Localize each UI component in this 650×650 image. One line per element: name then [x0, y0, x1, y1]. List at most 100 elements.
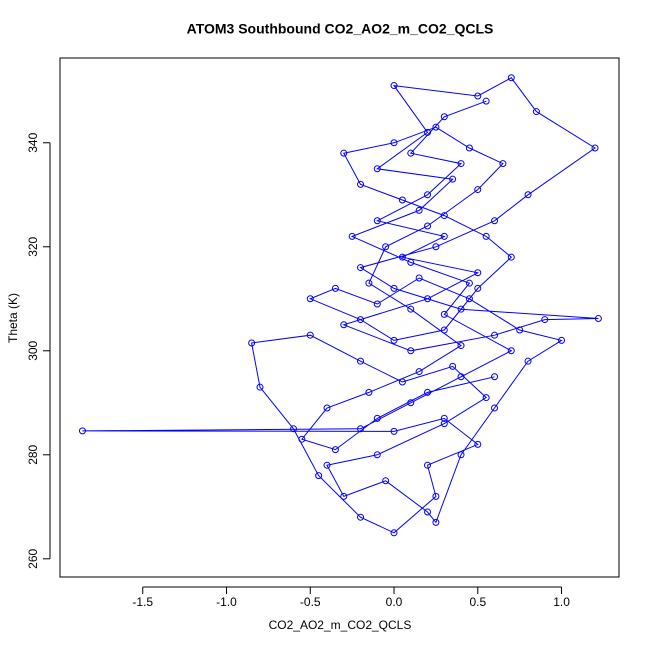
- data-point: [407, 347, 415, 355]
- data-point: [390, 529, 398, 537]
- data-point: [323, 461, 331, 469]
- data-point: [382, 477, 390, 485]
- data-point: [449, 362, 457, 370]
- data-point: [465, 279, 473, 287]
- data-point: [432, 518, 440, 526]
- data-point: [440, 326, 448, 334]
- data-point: [432, 492, 440, 500]
- data-point: [306, 295, 314, 303]
- data-point: [78, 427, 86, 435]
- data-point: [432, 123, 440, 131]
- data-point: [457, 160, 465, 168]
- data-point: [440, 414, 448, 422]
- data-point: [507, 347, 515, 355]
- chart-title: ATOM3 Southbound CO2_AO2_m_CO2_QCLS: [187, 21, 494, 37]
- data-point: [382, 243, 390, 251]
- data-point: [591, 144, 599, 152]
- data-point: [440, 310, 448, 318]
- data-point: [331, 446, 339, 454]
- data-point: [424, 295, 432, 303]
- data-point: [407, 149, 415, 157]
- data-point: [398, 378, 406, 386]
- data-point: [465, 295, 473, 303]
- data-point: [424, 128, 432, 136]
- data-point: [482, 97, 490, 105]
- data-point: [491, 331, 499, 339]
- data-point: [306, 331, 314, 339]
- data-point: [357, 264, 365, 272]
- data-point: [424, 388, 432, 396]
- data-point: [340, 149, 348, 157]
- data-point: [373, 300, 381, 308]
- data-point: [457, 451, 465, 459]
- data-point: [415, 368, 423, 376]
- data-point: [440, 420, 448, 428]
- data-point: [541, 316, 549, 324]
- y-tick-label: 280: [26, 444, 40, 464]
- data-point: [432, 243, 440, 251]
- data-point: [407, 305, 415, 313]
- data-point: [440, 232, 448, 240]
- data-point: [491, 404, 499, 412]
- data-point: [323, 404, 331, 412]
- data-point: [424, 461, 432, 469]
- data-point: [365, 388, 373, 396]
- data-point: [474, 284, 482, 292]
- data-point: [482, 394, 490, 402]
- data-point: [507, 253, 515, 261]
- data-point: [440, 113, 448, 121]
- data-point: [331, 284, 339, 292]
- data-point: [474, 92, 482, 100]
- data-point: [491, 217, 499, 225]
- data-point: [499, 160, 507, 168]
- y-tick-label: 320: [26, 236, 40, 256]
- data-point: [482, 232, 490, 240]
- data-point: [373, 165, 381, 173]
- data-point: [357, 513, 365, 521]
- data-point: [390, 284, 398, 292]
- data-point: [424, 222, 432, 230]
- x-tick-label: 0.0: [386, 595, 403, 609]
- data-point: [449, 175, 457, 183]
- data-point: [398, 253, 406, 261]
- y-tick-label: 300: [26, 340, 40, 360]
- data-point: [415, 274, 423, 282]
- data-point: [340, 492, 348, 500]
- data-point: [348, 232, 356, 240]
- y-axis-label: Theta (K): [6, 293, 20, 343]
- x-tick-label: -1.0: [216, 595, 237, 609]
- data-point: [390, 427, 398, 435]
- data-point: [424, 191, 432, 199]
- data-point: [474, 186, 482, 194]
- data-point: [516, 326, 524, 334]
- data-point: [390, 139, 398, 147]
- data-point: [357, 316, 365, 324]
- x-tick-label: -0.5: [300, 595, 321, 609]
- y-tick-label: 340: [26, 132, 40, 152]
- x-tick-label: -1.5: [132, 595, 153, 609]
- data-point: [290, 425, 298, 433]
- data-point: [415, 206, 423, 214]
- data-point: [524, 357, 532, 365]
- data-point: [491, 373, 499, 381]
- data-point: [465, 144, 473, 152]
- data-point: [340, 321, 348, 329]
- data-line: [82, 77, 599, 534]
- data-point: [373, 451, 381, 459]
- data-point: [248, 339, 256, 347]
- data-point: [424, 508, 432, 516]
- data-point: [357, 357, 365, 365]
- data-point: [457, 305, 465, 313]
- data-point: [373, 414, 381, 422]
- x-axis-label: CO2_AO2_m_CO2_QCLS: [269, 618, 412, 632]
- x-tick-label: 1.0: [553, 595, 570, 609]
- data-point: [373, 217, 381, 225]
- data-point: [256, 383, 264, 391]
- data-point: [390, 336, 398, 344]
- data-point: [365, 279, 373, 287]
- plot-frame: [59, 57, 620, 578]
- data-point: [558, 336, 566, 344]
- y-tick-label: 260: [26, 548, 40, 568]
- data-point: [407, 399, 415, 407]
